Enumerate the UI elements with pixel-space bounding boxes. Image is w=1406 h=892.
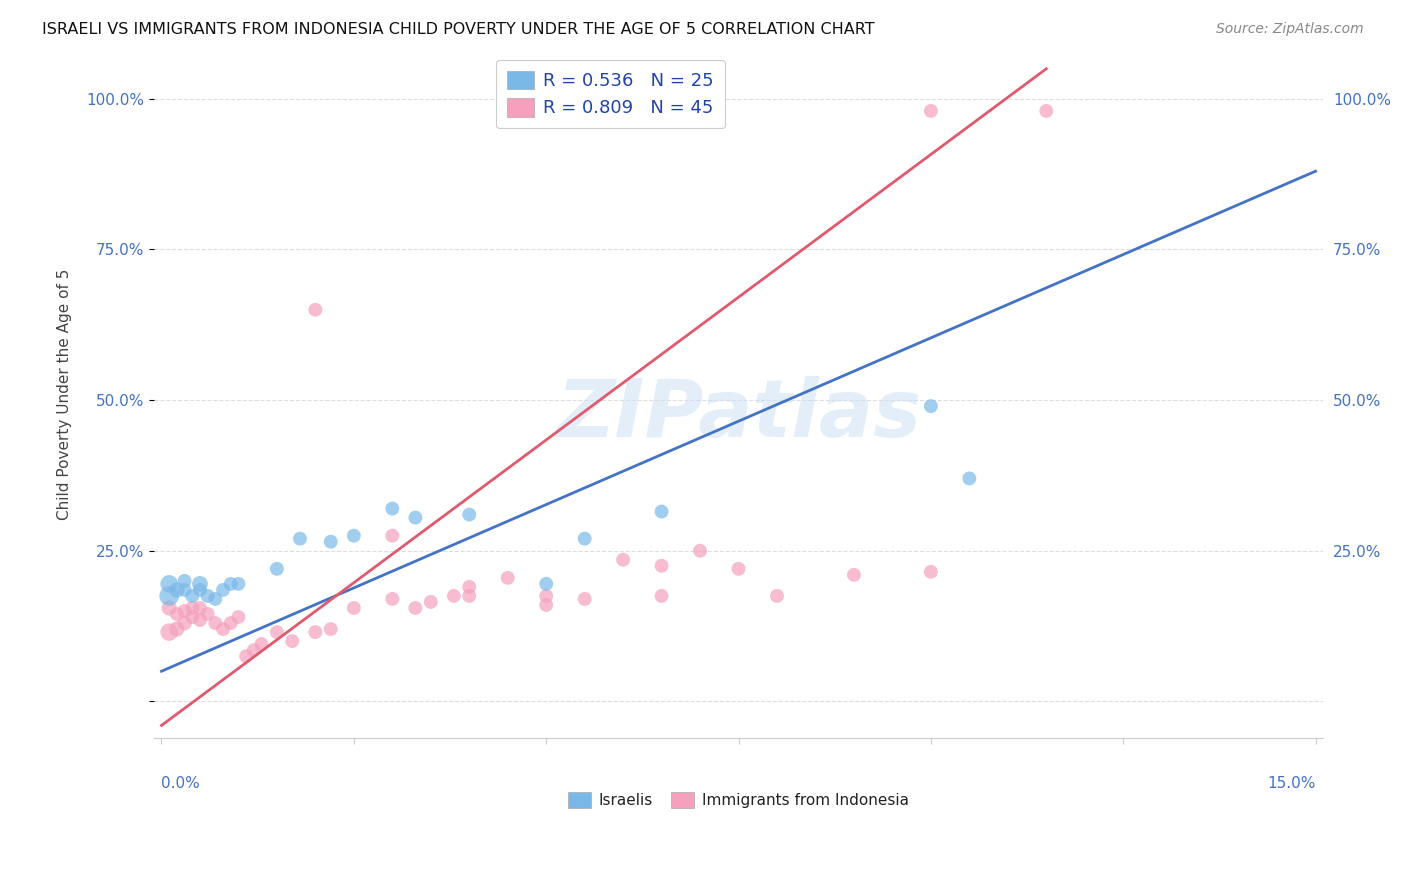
Point (920, 399, 942, 413)
Point (727, 562, 749, 576)
Point (197, 607, 219, 621)
Point (181, 601, 204, 615)
Point (419, 595, 441, 609)
Point (204, 615, 226, 630)
Point (574, 532, 596, 546)
Point (381, 501, 404, 516)
Point (173, 582, 195, 597)
Point (157, 577, 180, 591)
Point (766, 589, 789, 603)
Point (443, 589, 465, 603)
Point (266, 625, 288, 640)
Point (188, 601, 211, 615)
Text: ISRAELI VS IMMIGRANTS FROM INDONESIA CHILD POVERTY UNDER THE AGE OF 5 CORRELATIO: ISRAELI VS IMMIGRANTS FROM INDONESIA CHI… (42, 22, 875, 37)
Point (689, 543, 711, 558)
Point (281, 634, 304, 648)
Point (228, 577, 250, 591)
Point (212, 622, 235, 636)
Point (381, 529, 404, 543)
Point (188, 613, 211, 627)
Point (219, 577, 242, 591)
Point (651, 505, 673, 519)
Point (842, 567, 865, 582)
Point (458, 589, 481, 603)
Text: Source: ZipAtlas.com: Source: ZipAtlas.com (1216, 22, 1364, 37)
Point (197, 589, 219, 603)
Point (181, 610, 204, 624)
Point (157, 589, 180, 603)
Legend: Israelis, Immigrants from Indonesia: Israelis, Immigrants from Indonesia (562, 787, 915, 814)
Point (166, 622, 188, 636)
Point (304, 625, 326, 640)
Point (228, 610, 250, 624)
Point (243, 643, 266, 657)
Point (288, 532, 311, 546)
Point (181, 589, 204, 603)
Point (957, 471, 980, 485)
Point (266, 562, 288, 576)
Point (157, 625, 180, 640)
Point (166, 607, 188, 621)
Text: 15.0%: 15.0% (1267, 776, 1316, 791)
Point (219, 615, 242, 630)
Text: 0.0%: 0.0% (162, 776, 200, 791)
Point (166, 582, 188, 597)
Point (304, 302, 326, 317)
Point (319, 622, 342, 636)
Point (250, 637, 273, 651)
Point (458, 508, 481, 522)
Point (920, 103, 942, 118)
Point (920, 565, 942, 579)
Point (188, 582, 211, 597)
Point (404, 601, 426, 615)
Point (173, 574, 195, 588)
Text: ZIPatlas: ZIPatlas (555, 376, 921, 454)
Point (534, 598, 557, 612)
Point (343, 529, 366, 543)
Point (173, 604, 195, 618)
Point (496, 571, 519, 585)
Point (319, 534, 342, 549)
Point (458, 580, 481, 594)
Point (534, 589, 557, 603)
Point (173, 615, 195, 630)
Point (343, 601, 366, 615)
Y-axis label: Child Poverty Under the Age of 5: Child Poverty Under the Age of 5 (58, 268, 72, 520)
Point (235, 649, 257, 664)
Point (1035, 103, 1057, 118)
Point (651, 589, 673, 603)
Point (204, 591, 226, 606)
Point (534, 577, 557, 591)
Point (612, 553, 634, 567)
Point (651, 558, 673, 573)
Point (157, 601, 180, 615)
Point (381, 591, 404, 606)
Point (212, 582, 235, 597)
Point (188, 577, 211, 591)
Point (574, 591, 596, 606)
Point (404, 510, 426, 524)
